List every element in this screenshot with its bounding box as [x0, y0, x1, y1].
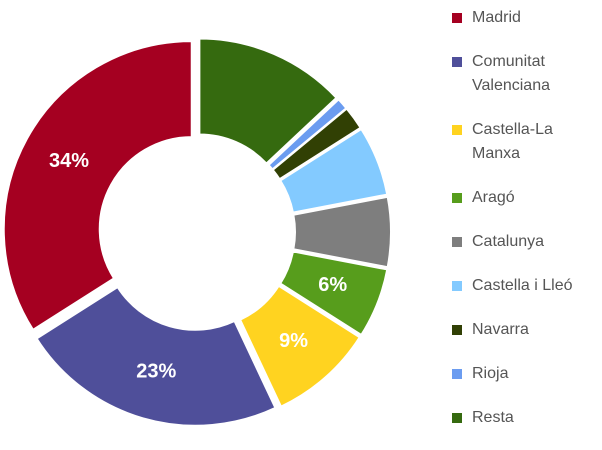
data-label: 9% [279, 330, 308, 352]
legend-label: Comunitat Valenciana [472, 53, 550, 94]
legend-item: Madrid [452, 6, 600, 30]
page: {"chart_data":{"type":"donut", "categori… [2, 9, 573, 427]
legend-swatch [452, 13, 462, 23]
legend-swatch [452, 57, 462, 67]
legend-swatch [452, 125, 462, 135]
slice [292, 195, 392, 269]
slice [2, 40, 193, 332]
legend: Madrid Comunitat Valenciana Castella-La Ma… [452, 6, 600, 450]
data-label: 34% [49, 150, 89, 172]
data-label: 6% [318, 274, 347, 296]
legend-label: Madrid [472, 9, 521, 26]
legend-label: Rioja [472, 365, 509, 382]
legend-swatch [452, 369, 462, 379]
slice [35, 285, 277, 427]
slice [267, 97, 348, 171]
slice [238, 284, 362, 408]
data-label: 23% [136, 360, 176, 382]
legend-item: Navarra [452, 318, 600, 342]
legend-swatch [452, 281, 462, 291]
legend-swatch [452, 193, 462, 203]
legend-item: Castella-La Manxa [452, 118, 600, 166]
legend-label: Aragó [472, 189, 515, 206]
slice [198, 37, 338, 165]
legend-swatch [452, 237, 462, 247]
legend-label: Castella i Lleó [472, 277, 573, 294]
legend-label: Catalunya [472, 233, 545, 250]
legend-label: Castella-La Manxa [472, 121, 553, 162]
legend-item: Aragó [452, 186, 600, 210]
legend-swatch [452, 325, 462, 335]
slice [278, 250, 389, 337]
legend-label: Navarra [472, 321, 529, 338]
slice [278, 127, 389, 214]
legend-label: Resta [472, 409, 514, 426]
legend-item: Resta [452, 406, 600, 430]
legend-item: Comunitat Valenciana [452, 50, 600, 98]
chart: 34% 23% 9% 6% [2, 37, 392, 427]
legend-item: Rioja [452, 362, 600, 386]
legend-swatch [452, 413, 462, 423]
legend-item: Castella i Lleó [452, 274, 600, 298]
legend-item: Catalunya [452, 230, 600, 254]
